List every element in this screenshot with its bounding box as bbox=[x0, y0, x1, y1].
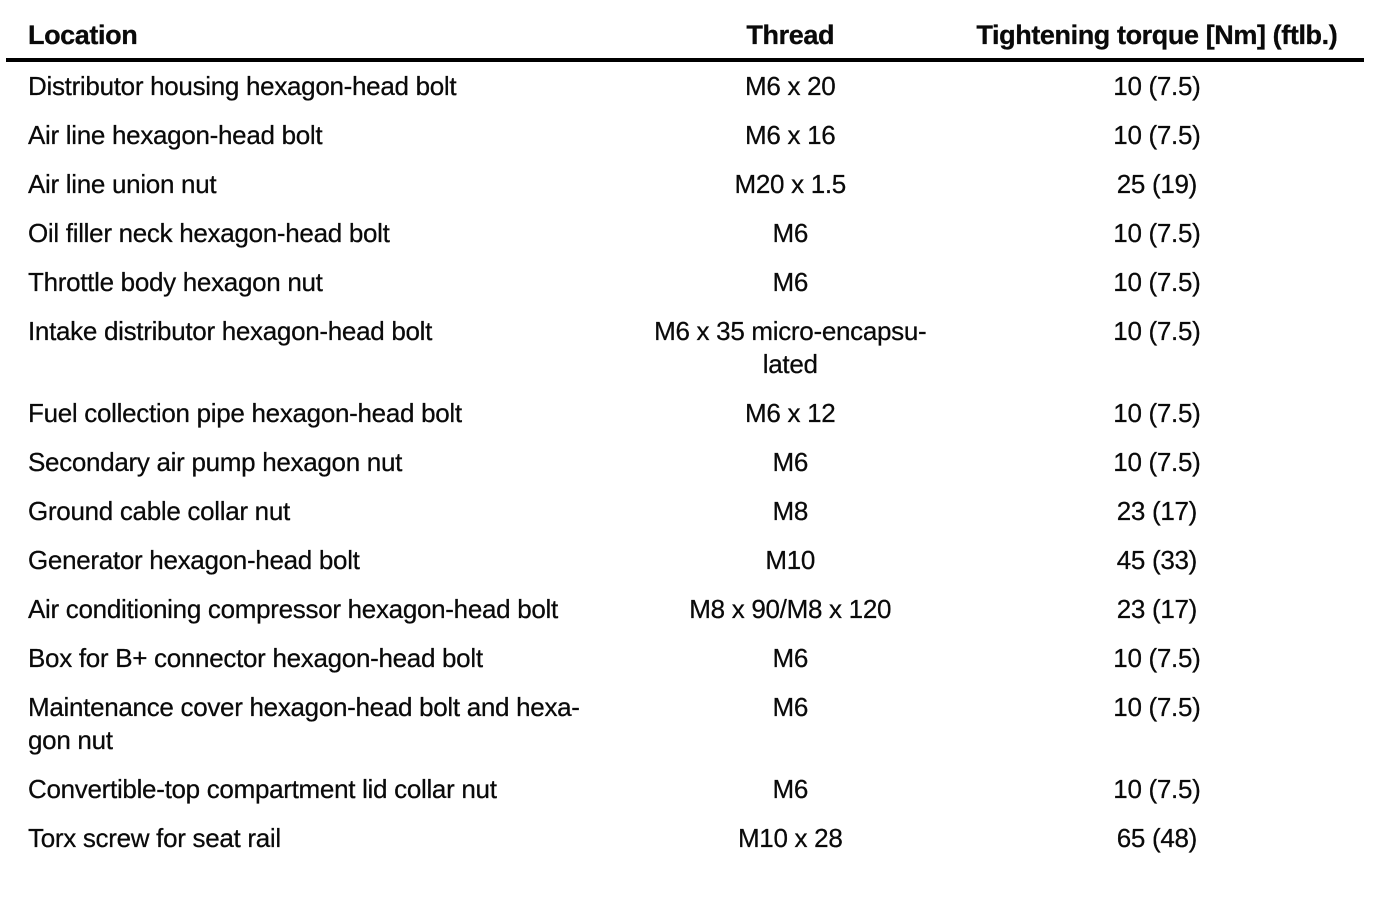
torque-cell: 45 (33) bbox=[1116, 545, 1198, 575]
location-cell: Oil filler neck hexagon-head bolt bbox=[28, 218, 390, 248]
torque-cell: 10 (7.5) bbox=[1113, 774, 1201, 804]
table-body: Distributor housing hexagon-head bolt M6 … bbox=[6, 60, 1364, 863]
location-cell: Generator hexagon-head bolt bbox=[28, 545, 360, 575]
location-cell: Air conditioning compressor hexagon-head… bbox=[28, 594, 558, 624]
thread-cell: M6 x 35 micro-encapsu- lated bbox=[654, 316, 927, 379]
thread-cell: M6 bbox=[772, 218, 808, 248]
torque-cell: 10 (7.5) bbox=[1113, 643, 1201, 673]
location-cell: Throttle body hexagon nut bbox=[28, 267, 323, 297]
thread-cell: M6 bbox=[772, 267, 808, 297]
location-cell: Intake distributor hexagon-head bolt bbox=[28, 316, 433, 346]
torque-cell: 10 (7.5) bbox=[1113, 316, 1201, 346]
thread-cell: M8 bbox=[772, 496, 808, 526]
table-header: Location Thread Tightening torque [Nm] (… bbox=[6, 0, 1364, 62]
table-row: Generator hexagon-head bolt M10 45 (33) bbox=[6, 536, 1364, 585]
table-row: Torx screw for seat rail M10 x 28 65 (48) bbox=[6, 814, 1364, 863]
table-row: Ground cable collar nut M8 23 (17) bbox=[6, 487, 1364, 536]
torque-cell: 10 (7.5) bbox=[1113, 398, 1201, 428]
location-cell: Box for B+ connector hexagon-head bolt bbox=[28, 643, 483, 673]
thread-cell: M6 bbox=[772, 692, 808, 722]
torque-cell: 10 (7.5) bbox=[1113, 71, 1201, 101]
table-row: Secondary air pump hexagon nut M6 10 (7.5) bbox=[6, 438, 1364, 487]
torque-cell: 23 (17) bbox=[1116, 594, 1198, 624]
thread-cell: M6 x 12 bbox=[745, 398, 836, 428]
table-row: Air line hexagon-head bolt M6 x 16 10 (7.5… bbox=[6, 111, 1364, 160]
table-row: Intake distributor hexagon-head bolt M6 x… bbox=[6, 307, 1364, 389]
thread-cell: M10 bbox=[765, 545, 816, 575]
torque-cell: 10 (7.5) bbox=[1113, 447, 1201, 477]
header-row: Location Thread Tightening torque [Nm] (… bbox=[6, 0, 1364, 62]
torque-cell: 65 (48) bbox=[1116, 823, 1198, 853]
location-cell: Secondary air pump hexagon nut bbox=[28, 447, 403, 477]
thread-cell: M20 x 1.5 bbox=[734, 169, 846, 199]
location-cell: Maintenance cover hexagon-head bolt and … bbox=[28, 692, 580, 755]
table-row: Convertible-top compartment lid collar n… bbox=[6, 765, 1364, 814]
torque-cell: 23 (17) bbox=[1116, 496, 1198, 526]
location-cell: Air line hexagon-head bolt bbox=[28, 120, 323, 150]
torque-cell: 10 (7.5) bbox=[1113, 267, 1201, 297]
torque-cell: 10 (7.5) bbox=[1113, 218, 1201, 248]
location-cell: Torx screw for seat rail bbox=[28, 823, 281, 853]
column-header-thread: Thread bbox=[630, 0, 950, 62]
location-cell: Ground cable collar nut bbox=[28, 496, 290, 526]
table-row: Throttle body hexagon nut M6 10 (7.5) bbox=[6, 258, 1364, 307]
torque-cell: 25 (19) bbox=[1116, 169, 1198, 199]
thread-cell: M6 x 16 bbox=[745, 120, 836, 150]
table-row: Air line union nut M20 x 1.5 25 (19) bbox=[6, 160, 1364, 209]
thread-cell: M6 bbox=[772, 447, 808, 477]
column-header-torque: Tightening torque [Nm] (ftlb.) bbox=[949, 0, 1364, 62]
column-header-location: Location bbox=[6, 0, 631, 62]
thread-cell: M10 x 28 bbox=[737, 823, 843, 853]
thread-cell: M8 x 90/M8 x 120 bbox=[689, 594, 892, 624]
thread-cell: M6 x 20 bbox=[745, 71, 836, 101]
table-row: Box for B+ connector hexagon-head bolt M6… bbox=[6, 634, 1364, 683]
thread-cell: M6 bbox=[772, 643, 808, 673]
table-row: Fuel collection pipe hexagon-head bolt M6… bbox=[6, 389, 1364, 438]
location-cell: Fuel collection pipe hexagon-head bolt bbox=[28, 398, 462, 428]
table-row: Distributor housing hexagon-head bolt M6 … bbox=[6, 60, 1364, 111]
torque-spec-table: Location Thread Tightening torque [Nm] (… bbox=[6, 0, 1364, 863]
table-row: Maintenance cover hexagon-head bolt and … bbox=[6, 683, 1364, 765]
location-cell: Air line union nut bbox=[28, 169, 217, 199]
thread-cell: M6 bbox=[772, 774, 808, 804]
table-row: Oil filler neck hexagon-head bolt M6 10 (7… bbox=[6, 209, 1364, 258]
torque-cell: 10 (7.5) bbox=[1113, 692, 1201, 722]
location-cell: Convertible-top compartment lid collar n… bbox=[28, 774, 497, 804]
location-cell: Distributor housing hexagon-head bolt bbox=[28, 71, 457, 101]
table-row: Air conditioning compressor hexagon-head… bbox=[6, 585, 1364, 634]
torque-cell: 10 (7.5) bbox=[1113, 120, 1201, 150]
